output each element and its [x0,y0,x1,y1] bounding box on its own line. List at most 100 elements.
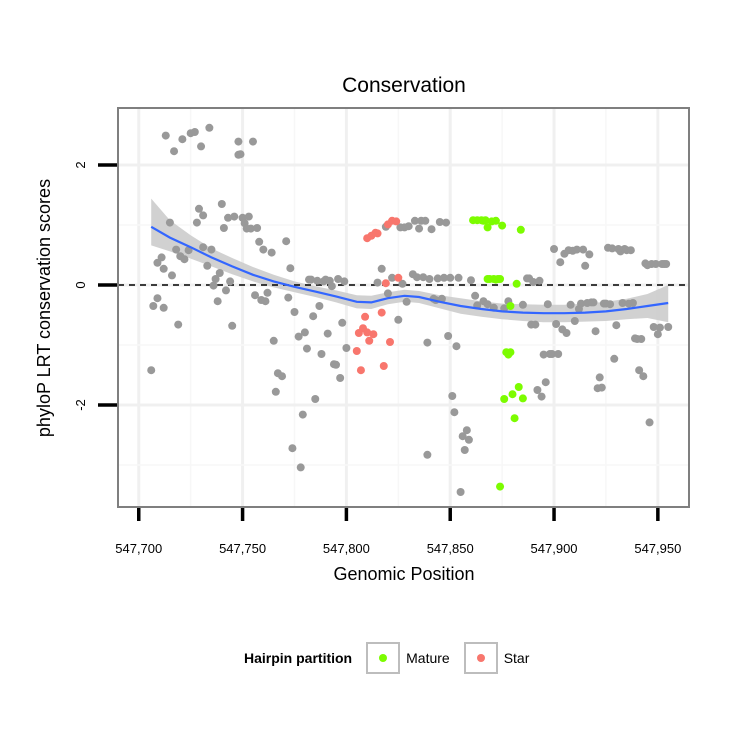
point-mature [510,414,519,423]
point-other [450,408,459,417]
point-star [352,347,361,355]
point-other [230,212,239,221]
point-other [410,216,419,225]
legend-label-mature: Mature [406,650,450,666]
data-points [147,123,673,496]
point-other [236,150,245,159]
point-other [263,288,272,297]
point-star [365,336,374,345]
point-other [570,317,579,325]
point-star [392,217,401,226]
point-other [197,142,206,151]
point-other [207,245,216,254]
point-other [311,395,320,403]
legend-key-mature [366,642,401,674]
point-other [554,350,563,358]
point-other [653,330,662,339]
point-other [211,275,220,283]
y-axis-label: phyloP LRT conservation scores [34,179,54,437]
point-other [439,273,448,282]
point-other [606,300,615,309]
point-other [423,450,432,459]
point-star [394,273,403,282]
point-other [161,131,170,140]
x-tick-label: 547,800 [323,541,370,556]
point-other [404,222,413,231]
point-other [662,260,671,268]
point-star [356,366,365,375]
y-tick-label: 0 [73,281,88,288]
point-other [209,281,218,290]
y-tick-label: 2 [73,161,88,168]
point-other [402,297,411,306]
point-other [535,276,544,285]
point-other [323,329,332,338]
point-other [394,315,403,324]
point-other [180,255,189,264]
point-other [460,446,469,454]
point-other [444,332,453,340]
point-other [153,294,162,303]
point-other [591,327,600,336]
point-other [199,211,208,220]
point-other [317,350,326,358]
point-other [566,300,575,309]
point-other [309,312,318,321]
point-other [597,383,606,392]
point-other [462,426,471,435]
point-other [543,300,552,309]
point-other [307,275,316,284]
point-mature [506,302,515,310]
point-other [226,277,235,286]
point-other [302,344,311,353]
point-other [595,373,604,382]
point-star [361,312,370,321]
point-other [649,323,658,331]
point-other [664,323,673,331]
point-other [261,297,270,306]
point-other [244,212,253,221]
point-other [190,128,199,136]
point-other [199,243,208,252]
point-star [381,279,390,288]
point-other [412,273,421,282]
point-other [388,273,397,282]
point-mature [518,394,527,403]
smooth-line-group [150,225,669,315]
point-other [342,344,351,352]
point-other [278,372,287,381]
point-other [338,318,347,327]
point-other [435,218,444,226]
point-other [255,237,264,246]
point-other [228,321,237,330]
point-other [483,300,492,309]
legend-key-star [463,642,498,674]
point-other [253,224,262,232]
point-other [626,246,635,255]
point-other [446,273,455,282]
point-other [165,218,174,227]
point-other [213,297,222,306]
point-other [448,392,457,400]
point-other [315,302,324,310]
point-other [159,303,168,312]
legend-dot-mature [379,654,388,662]
x-tick-label: 547,900 [531,541,578,556]
point-other [637,335,646,343]
point-other [655,323,664,332]
legend-label-star: Star [503,650,530,666]
point-other [610,354,619,363]
point-mature [496,275,505,283]
point-mature [483,223,492,232]
point-other [541,378,550,387]
point-other [194,204,203,213]
point-other [562,329,571,337]
x-axis-label: Genomic Position [333,564,474,584]
point-other [282,237,291,246]
point-other [419,273,428,282]
point-other [269,336,278,345]
legend-dot-star [476,654,485,662]
point-other [466,276,475,285]
point-other [456,488,465,496]
point-other [251,291,260,300]
